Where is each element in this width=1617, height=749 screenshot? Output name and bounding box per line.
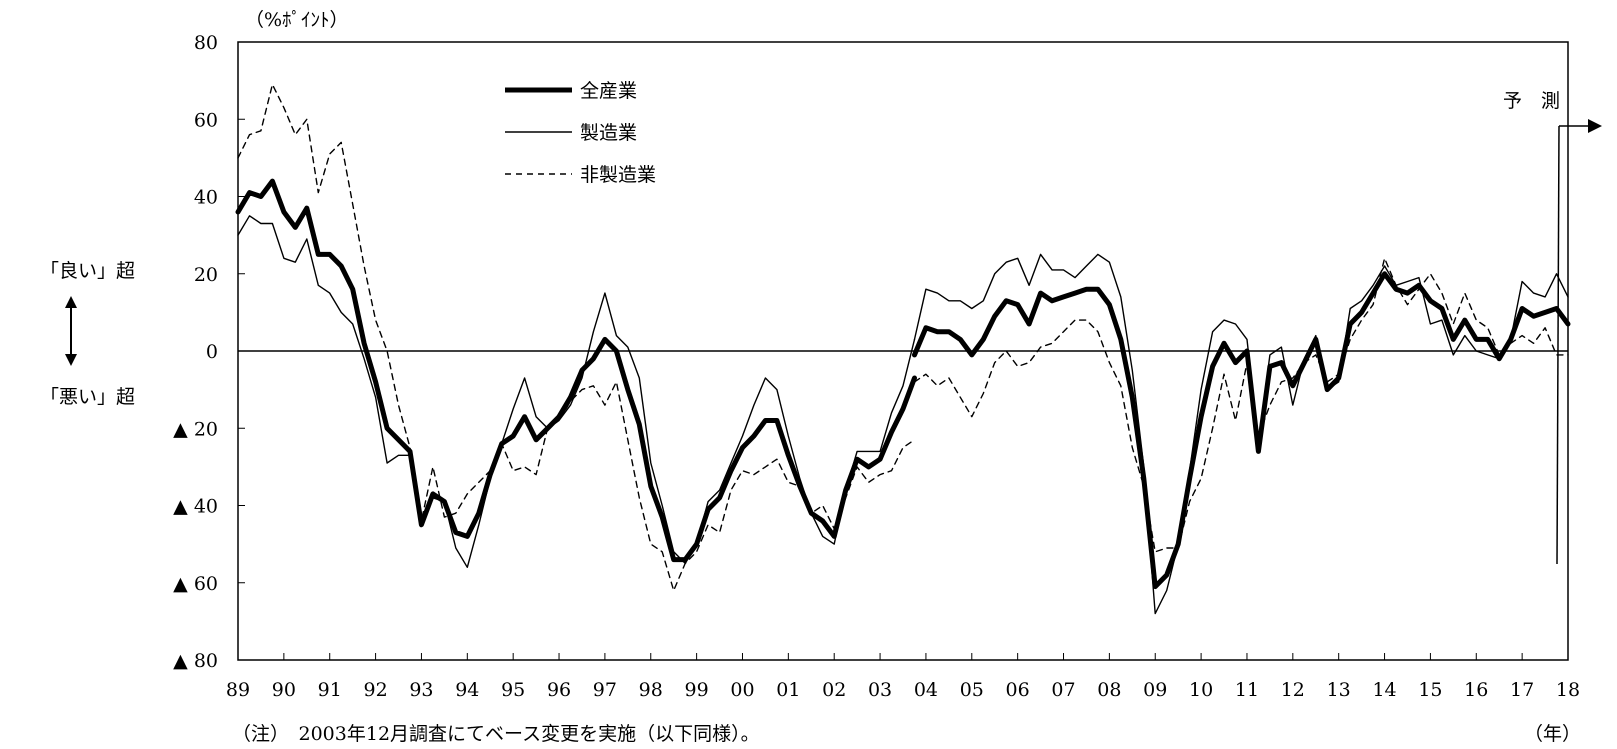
x-tick-label: 06 [1006, 679, 1030, 701]
x-tick-label: 12 [1281, 679, 1305, 701]
x-tick-label: 01 [776, 679, 800, 701]
x-tick-label: 00 [730, 679, 754, 701]
x-tick-label: 11 [1235, 679, 1259, 701]
x-tick-label: 90 [272, 679, 296, 701]
y-tick-label: ▲ 60 [173, 573, 218, 595]
y-tick-label: 20 [194, 264, 218, 286]
tick-labels-layer: 80 60 40 20 0 ▲ 20 ▲ 40 ▲ 60 ▲ 80 89 90 91 92 93 94 95 9… [173, 32, 1580, 701]
x-tick-label: 97 [593, 679, 617, 701]
footnote: （注） 2003年12月調査にてベース変更を実施（以下同様）。 [232, 723, 760, 745]
legend-label: 全産業 [580, 80, 637, 102]
series-thick [235, 178, 1571, 590]
legend-label: 製造業 [580, 122, 637, 144]
y-tick-label: 60 [194, 109, 218, 131]
x-tick-label: 09 [1143, 679, 1167, 701]
series-dashed [237, 83, 1569, 592]
up-down-arrow-icon [65, 296, 77, 366]
x-tick-label: 92 [363, 679, 387, 701]
series-line [912, 271, 1571, 590]
series-line [913, 257, 1569, 553]
y-tick-label: ▲ 80 [173, 650, 218, 672]
x-tick-label: 04 [914, 679, 938, 701]
x-tick-label: 13 [1327, 679, 1351, 701]
x-tick-label: 08 [1097, 679, 1121, 701]
x-tick-label: 94 [455, 679, 479, 701]
series-line [235, 178, 917, 563]
x-tick-label: 16 [1464, 679, 1488, 701]
x-tick-label: 89 [226, 679, 250, 701]
x-tick-label: 02 [822, 679, 846, 701]
legend-label: 非製造業 [580, 164, 656, 186]
x-tick-label: 95 [501, 679, 525, 701]
x-tick-label: 10 [1189, 679, 1213, 701]
x-tick-label: 93 [409, 679, 433, 701]
x-tick-label: 96 [547, 679, 571, 701]
forecast-arrow-icon [1556, 119, 1602, 565]
x-tick-label: 15 [1418, 679, 1442, 701]
x-tick-label: 14 [1372, 679, 1396, 701]
y-tick-label: 80 [194, 32, 218, 54]
x-tick-label: 98 [639, 679, 663, 701]
x-tick-label: 91 [318, 679, 342, 701]
x-tick-label: 03 [868, 679, 892, 701]
y-unit-label: （%ﾎﾟｲﾝﾄ） [245, 9, 349, 31]
x-tick-label: 07 [1051, 679, 1075, 701]
y-tick-label: ▲ 20 [173, 418, 218, 440]
x-unit-label: （年） [1524, 723, 1581, 745]
y-tick-label: 0 [206, 341, 218, 363]
x-tick-label: 18 [1556, 679, 1580, 701]
x-tick-label: 99 [685, 679, 709, 701]
x-tick-label: 05 [960, 679, 984, 701]
series-line [913, 253, 1569, 615]
x-tick-label: 17 [1510, 679, 1534, 701]
annotation-bad-exceeds: 「悪い」超 [40, 386, 135, 408]
axes-layer [237, 41, 1569, 661]
forecast-label: 予 測 [1503, 90, 1560, 112]
series-thin [237, 215, 1569, 615]
series-layer [235, 83, 1571, 615]
y-tick-label: 40 [194, 187, 218, 209]
y-tick-label: ▲ 40 [173, 496, 218, 518]
annotation-good-exceeds: 「良い」超 [40, 260, 135, 282]
